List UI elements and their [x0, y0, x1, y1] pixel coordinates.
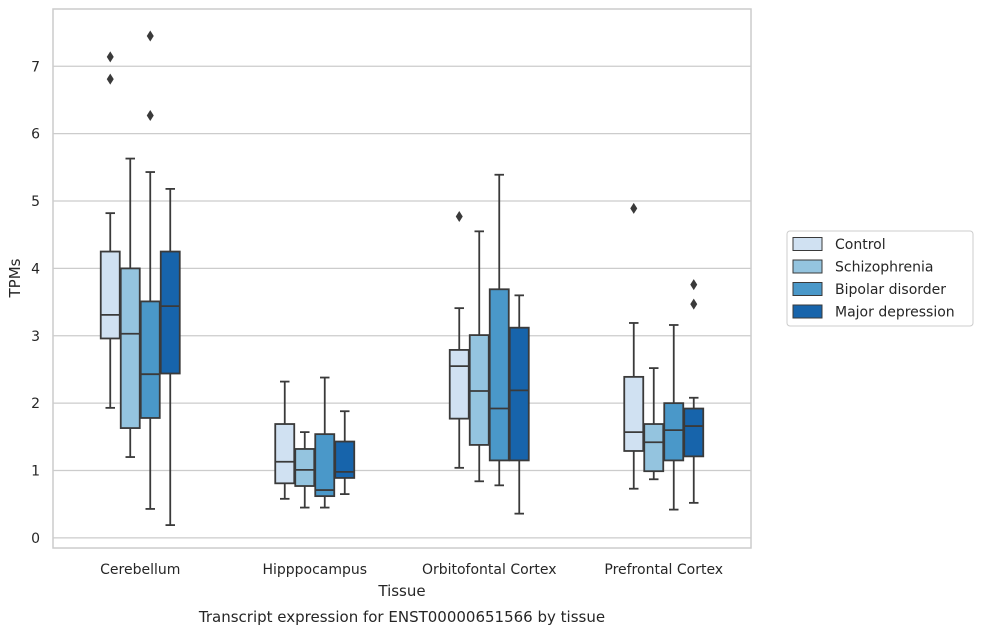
box-iqr: [119, 267, 141, 429]
legend-label: Schizophrenia: [835, 260, 933, 276]
box-iqr: [274, 423, 296, 485]
y-tick-label: 4: [31, 261, 40, 277]
x-tick-label: Hipppocampus: [262, 562, 367, 578]
y-axis-label: TPMs: [6, 258, 24, 298]
box-iqr: [294, 448, 316, 487]
box-iqr: [99, 250, 121, 340]
outlier-point: [106, 51, 114, 63]
legend-label: Control: [835, 237, 886, 253]
box-iqr: [314, 433, 336, 498]
box-iqr: [623, 375, 645, 452]
legend-swatch: [792, 237, 823, 251]
legend-items: Control Schizophrenia Bipolar disorder Majo…: [792, 237, 955, 321]
box-group: [334, 410, 356, 496]
legend-label: Major depression: [835, 305, 955, 321]
box-group: [488, 173, 510, 487]
y-tick-label: 5: [31, 194, 40, 210]
y-tick-label: 6: [31, 127, 40, 143]
box-group: [99, 51, 121, 409]
box-group: [663, 324, 685, 511]
box-iqr: [334, 440, 356, 479]
box-group: [448, 211, 470, 469]
box-iqr: [488, 288, 510, 462]
box-iqr: [448, 349, 470, 420]
series-schizophrenia: [119, 157, 665, 509]
box-plot-series: [99, 30, 705, 526]
y-tick-label: 7: [31, 59, 40, 75]
outlier-point: [146, 109, 154, 121]
y-tick-label: 1: [31, 464, 40, 480]
series-major-depression: [159, 187, 705, 526]
series-bipolar-disorder: [139, 30, 685, 511]
outlier-point: [690, 279, 698, 291]
x-tick-label: Orbitofontal Cortex: [422, 562, 557, 578]
box-group: [314, 376, 336, 509]
outlier-point: [630, 202, 638, 214]
box-group: [159, 187, 181, 526]
box-group: [294, 431, 316, 509]
box-group: [468, 230, 490, 483]
box-iqr: [683, 407, 705, 458]
box-iqr: [508, 326, 530, 462]
x-tick-label: Prefrontal Cortex: [604, 562, 723, 578]
box-group: [623, 202, 645, 490]
box-iqr: [643, 423, 665, 473]
box-group: [274, 380, 296, 500]
x-axis-label: Tissue: [377, 582, 425, 600]
box-iqr: [468, 334, 490, 446]
box-iqr: [159, 250, 181, 375]
series-control: [99, 51, 645, 500]
legend-swatch: [792, 304, 823, 319]
box-group: [683, 279, 705, 504]
box-group: [139, 30, 161, 510]
y-tick-label: 2: [31, 396, 40, 412]
box-group: [643, 367, 665, 481]
legend-swatch: [792, 282, 823, 296]
chart-caption: Transcript expression for ENST0000065156…: [198, 608, 605, 626]
legend: Control Schizophrenia Bipolar disorder Majo…: [786, 230, 974, 327]
box-group: [119, 157, 141, 458]
legend-swatch: [792, 259, 823, 274]
y-tick-label: 3: [31, 329, 40, 345]
outlier-point: [690, 298, 698, 310]
plot-area-frame: [52, 8, 752, 549]
box-iqr: [663, 402, 685, 462]
y-tick-label: 0: [31, 531, 40, 547]
outlier-point: [455, 211, 463, 223]
outlier-point: [146, 30, 154, 42]
x-tick-label: Cerebellum: [100, 562, 180, 578]
outlier-point: [106, 73, 114, 85]
y-axis-tick-labels: 0 1 2 3 4 5 6 7: [31, 59, 40, 547]
legend-label: Bipolar disorder: [835, 282, 946, 298]
box-iqr: [139, 300, 161, 419]
x-axis-tick-labels: Cerebellum Hipppocampus Orbitofontal Corte…: [100, 562, 723, 578]
legend-frame: [786, 230, 974, 327]
box-group: [508, 294, 530, 515]
